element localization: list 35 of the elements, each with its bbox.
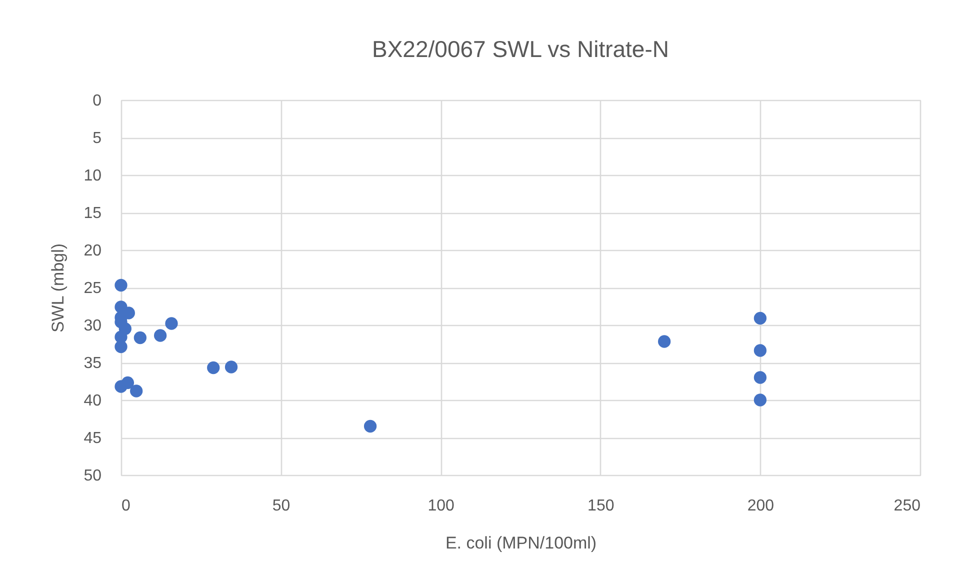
y-tick-label: 25 <box>84 280 102 297</box>
point <box>207 361 220 374</box>
point <box>134 331 146 344</box>
y-tick-label: 15 <box>84 205 102 222</box>
y-tick-label: 45 <box>84 430 102 447</box>
y-tick-label: 0 <box>92 92 102 110</box>
chart-title: BX22/0067 SWL vs Nitrate-N <box>372 36 669 62</box>
point <box>114 340 128 354</box>
point <box>364 420 377 433</box>
y-tick-label: 20 <box>84 242 102 260</box>
y-tick-label: 50 <box>84 468 102 484</box>
y-tick-label: 10 <box>84 168 102 184</box>
y-tick-label: 5 <box>92 130 102 147</box>
point <box>754 312 767 325</box>
point <box>754 394 767 406</box>
x-tick-label: 250 <box>894 498 921 514</box>
y-tick-label: 40 <box>84 392 102 410</box>
point <box>658 335 671 348</box>
x-tick-label: 0 <box>122 498 130 514</box>
point <box>165 317 178 330</box>
x-tick-label: 150 <box>588 498 614 514</box>
y-axis-title: SWL (mbgl) <box>48 243 68 333</box>
point <box>754 371 767 384</box>
point <box>154 329 167 342</box>
y-tick-label: 35 <box>84 355 102 372</box>
point <box>224 360 238 374</box>
point <box>130 384 143 398</box>
x-tick-label: 50 <box>272 498 290 514</box>
x-tick-label: 100 <box>428 498 455 514</box>
point <box>754 344 767 357</box>
x-axis-title: E. coli (MPN/100ml) <box>445 534 597 552</box>
y-tick-label: 30 <box>84 318 102 334</box>
x-tick-label: 200 <box>747 498 774 514</box>
point <box>121 376 134 390</box>
point <box>114 278 128 292</box>
